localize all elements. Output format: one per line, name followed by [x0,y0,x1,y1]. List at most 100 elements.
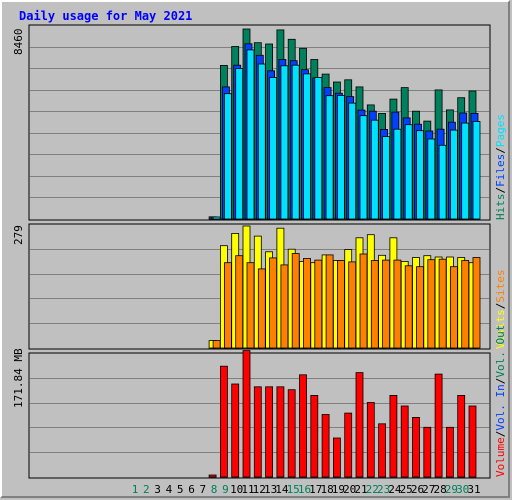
bar-pages-day-15 [291,64,300,220]
bar-pages-day-12 [257,63,266,220]
bar-sites-day-20 [348,261,357,349]
panel-middle-bars [208,225,481,349]
bar-pages-day-24 [393,128,402,220]
bar-sites-day-15 [291,253,300,349]
day-label: 10 [230,483,243,496]
day-label: 2 [143,483,150,496]
panel-top: 8460 Hits/Files/Pages [12,24,507,221]
day-label: 14 [275,483,289,496]
bar-volume-day-10 [231,383,240,478]
bar-volume-day-15 [287,389,296,478]
bar-sites-day-22 [370,260,379,349]
bar-sites-day-17 [314,259,323,349]
day-label: 6 [188,483,195,496]
bar-pages-day-29 [449,129,458,220]
bar-sites-day-29 [449,266,458,349]
bar-sites-day-11 [246,262,255,349]
bar-volume-day-17 [310,394,319,478]
panel-bottom-legend: Volume/Vol. In/Vol. Out [494,325,507,477]
day-axis: 1 2 3 4 5 6 7 8 9 1011121314151617181920212223242… [132,483,481,496]
day-label: 1 [132,483,139,496]
day-label: 21 [354,483,367,496]
day-label: 25 [400,483,413,496]
panel-top-legend: Hits/Files/Pages [494,114,507,220]
panel-middle: 279 Visits/Sites [12,223,507,350]
bar-pages-day-17 [314,77,323,220]
legend-separator: / [494,431,507,438]
panel-bottom-bars [208,350,477,478]
bar-pages-day-22 [370,119,379,220]
bar-pages-day-8 [212,216,221,220]
bar-sites-day-28 [438,258,447,349]
bar-volume-day-21 [355,372,364,478]
bar-pages-day-26 [416,130,424,220]
bar-volume-day-16 [299,374,307,478]
day-label: 24 [388,483,402,496]
bar-sites-day-21 [359,253,368,349]
bar-volume-day-30 [457,394,466,478]
panel-top-max-label: 8460 [12,29,25,56]
day-label: 13 [264,483,277,496]
day-label: 12 [253,483,266,496]
day-label: 17 [309,483,322,496]
bar-volume-day-12 [253,386,262,478]
bar-pages-day-16 [303,73,311,220]
bar-sites-day-8 [212,340,221,349]
day-label: 31 [467,483,480,496]
bar-pages-day-9 [223,93,232,220]
day-label: 29 [445,483,458,496]
bar-sites-day-9 [223,262,232,349]
bar-volume-day-14 [276,386,285,478]
day-label: 7 [199,483,206,496]
bar-volume-day-29 [445,426,454,478]
legend-item-files: Files [494,154,507,187]
day-label: 11 [241,483,254,496]
legend-separator: / [494,378,507,385]
bar-pages-day-19 [336,95,345,220]
day-label: 9 [222,483,229,496]
bar-sites-day-10 [235,255,244,349]
legend-item-sites: Sites [494,270,507,303]
legend-middle: Visits/Sites [494,270,507,350]
chart-title: Daily usage for May 2021 [19,9,192,23]
bar-sites-day-12 [257,268,266,349]
bar-sites-day-18 [325,254,334,349]
bar-pages-day-20 [348,102,357,220]
bar-sites-day-25 [404,265,413,349]
bar-volume-day-22 [366,402,375,478]
day-label: 20 [343,483,356,496]
legend-separator: / [494,303,507,310]
bar-volume-day-31 [468,405,477,478]
bar-volume-day-26 [412,416,420,478]
bar-pages-day-14 [280,65,289,220]
bar-sites-day-19 [336,260,345,349]
bar-sites-day-31 [472,257,481,349]
legend-item-vol-in: Vol. In [494,384,507,430]
day-label: 8 [211,483,218,496]
day-label: 3 [154,483,161,496]
legend-bottom: Volume/Vol. In/Vol. Out [494,325,507,477]
panel-middle-max-label: 279 [12,225,25,245]
bar-pages-day-18 [325,95,334,220]
bar-pages-day-28 [438,144,447,220]
day-label: 4 [166,483,173,496]
bar-sites-day-16 [303,257,311,349]
panel-bottom-max-label: 171.84 MB [12,348,25,408]
legend-item-volume: Volume [494,437,507,477]
panel-middle-legend: Visits/Sites [494,270,507,350]
day-label: 30 [456,483,469,496]
legend-item-hits: Hits [494,194,507,221]
bar-sites-day-24 [393,259,402,349]
bar-volume-day-23 [378,423,387,478]
bar-volume-day-11 [242,350,251,478]
bar-volume-day-25 [400,405,409,478]
legend-item-vol-out: Vol. Out [494,325,507,378]
bar-sites-day-23 [382,259,391,349]
day-label: 26 [411,483,424,496]
bar-pages-day-23 [382,136,391,220]
bar-pages-day-30 [461,122,470,220]
day-label: 18 [320,483,333,496]
panel-top-bars [208,28,481,220]
bar-volume-day-8 [208,474,217,478]
